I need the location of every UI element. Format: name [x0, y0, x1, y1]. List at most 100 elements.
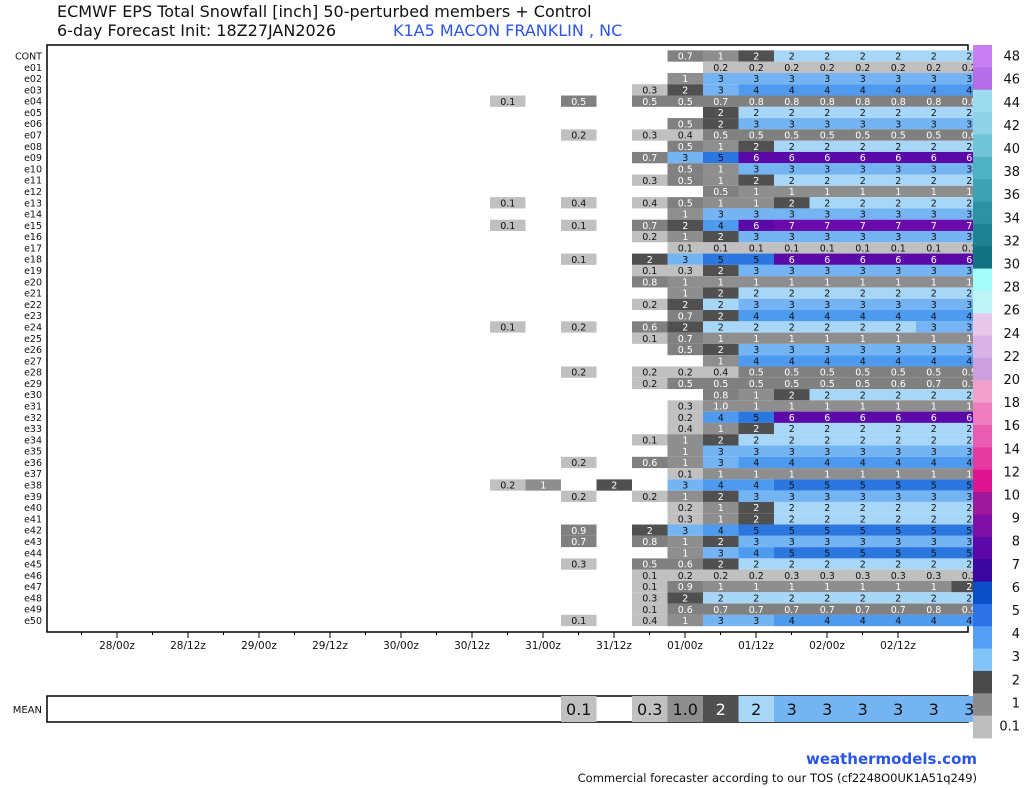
heat-cell [809, 524, 845, 536]
cell-value: 4 [895, 458, 901, 469]
cell-value: 0.3 [642, 594, 657, 605]
cell-value: 4 [931, 356, 937, 367]
heat-cell [561, 95, 597, 107]
cell-value: 1 [718, 198, 724, 209]
heat-cell [667, 343, 703, 356]
cell-value: 1 [718, 469, 724, 480]
cell-value: 6 [824, 255, 830, 266]
member-label: e28 [24, 368, 42, 379]
cell-value: 1 [789, 334, 795, 345]
cell-value: 5 [931, 481, 937, 492]
cell-value: 0.1 [500, 97, 515, 108]
cell-value: 1 [718, 356, 724, 367]
cell-value: 5 [931, 548, 937, 559]
heat-cell [703, 197, 739, 209]
heat-cell [774, 106, 810, 119]
heat-cell [632, 129, 668, 141]
cell-value: 1 [753, 402, 759, 413]
heat-cell [880, 106, 916, 119]
cell-value: 2 [931, 142, 937, 153]
heat-cell [880, 95, 916, 107]
mean-cell [809, 696, 845, 722]
cell-value: 2 [647, 255, 653, 266]
heat-cell [951, 501, 987, 514]
cell-value: 2 [789, 176, 795, 187]
cell-value: 3 [682, 255, 688, 266]
heat-cell [703, 287, 739, 299]
cell-value: 2 [789, 594, 795, 605]
cell-value: 0.3 [642, 176, 657, 187]
cell-value: 1 [895, 402, 901, 413]
cell-value: 6 [789, 255, 795, 266]
cell-value: 3 [753, 210, 759, 221]
heat-cell [809, 332, 845, 344]
cell-value: 3 [931, 537, 937, 548]
cell-value: 0.5 [926, 368, 941, 379]
heat-cell [774, 219, 810, 231]
cell-value: 1 [895, 277, 901, 288]
cell-value: 4 [824, 616, 830, 627]
cell-value: 2 [931, 289, 937, 300]
heat-cell [845, 140, 881, 152]
cell-value: 5 [718, 255, 724, 266]
heat-cell [845, 72, 881, 85]
heat-cell [845, 411, 881, 423]
cell-value: 3 [789, 74, 795, 85]
cell-value: 3 [931, 447, 937, 458]
cell-value: 1 [824, 187, 830, 198]
heat-cell [916, 298, 952, 311]
cell-value: 3 [824, 266, 830, 277]
cell-value: 2 [931, 560, 937, 571]
brand-link[interactable]: weathermodels.com [805, 750, 977, 768]
heat-cell [880, 445, 916, 457]
heat-cell [632, 253, 668, 265]
heat-cell [916, 230, 952, 243]
heat-cell [916, 197, 952, 209]
heat-cell [774, 603, 810, 615]
heat-cell [738, 355, 774, 367]
colorbar-label: 16 [1003, 419, 1020, 434]
heat-cell [561, 558, 597, 570]
heat-cell [703, 603, 739, 615]
cell-value: 2 [966, 514, 972, 525]
member-label: e39 [24, 492, 42, 503]
member-label: e37 [24, 469, 42, 480]
heat-cell [738, 366, 774, 378]
cell-value: 3 [895, 266, 901, 277]
heat-cell [845, 230, 881, 243]
cell-value: 3 [824, 232, 830, 243]
cell-value: 6 [931, 255, 937, 266]
heat-cell [845, 479, 881, 491]
cell-value: 1 [966, 334, 972, 345]
cell-value: 0.1 [713, 244, 728, 255]
heat-cell [951, 343, 987, 356]
member-label: e18 [24, 255, 42, 266]
cell-value: 5 [824, 526, 830, 537]
heat-cell [880, 411, 916, 423]
cell-value: 2 [895, 435, 901, 446]
cell-value: 4 [753, 458, 759, 469]
heat-cell [845, 129, 881, 141]
cell-value: 5 [789, 526, 795, 537]
cell-value: 5 [966, 526, 972, 537]
colorbar-label: 38 [1003, 165, 1020, 180]
x-tick-label: 02/12z [880, 640, 916, 652]
cell-value: 0.8 [855, 97, 870, 108]
heat-cell [880, 513, 916, 525]
cell-value: 0.8 [749, 97, 764, 108]
cell-value: 6 [895, 413, 901, 424]
cell-value: 5 [753, 526, 759, 537]
cell-value: 0.1 [642, 334, 657, 345]
heat-cell [738, 118, 774, 130]
colorbar-label: 14 [1003, 442, 1020, 457]
heat-cell [738, 400, 774, 412]
heat-cell [667, 377, 703, 390]
colorbar-segment [973, 335, 992, 359]
cell-value: 2 [718, 266, 724, 277]
heat-cell [809, 501, 845, 514]
cell-value: 0.5 [642, 560, 657, 571]
cell-value: 3 [966, 447, 972, 458]
cell-value: 0.1 [926, 244, 941, 255]
cell-value: 2 [682, 85, 688, 96]
heat-cell [738, 513, 774, 525]
